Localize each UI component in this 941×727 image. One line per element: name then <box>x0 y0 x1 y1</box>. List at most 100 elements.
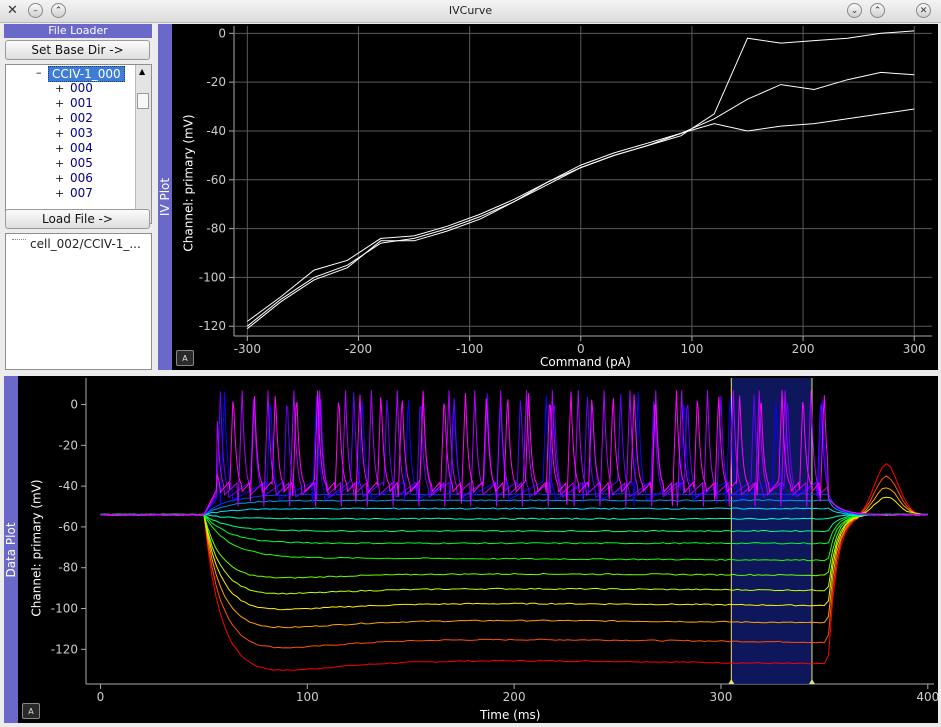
iv-ytick-label: -20 <box>206 75 226 89</box>
data-trace <box>100 513 928 533</box>
data-plot-area[interactable]: 0 -20 -40 -60 -80 -100 -120 0 100 200 300 400 Time … <box>18 376 939 723</box>
tree-item[interactable]: +004 <box>6 141 136 156</box>
tree-item[interactable]: +002 <box>6 111 136 126</box>
tree-scrollbar[interactable]: ▲ ▼ <box>135 65 151 223</box>
iv-xtick-label: 300 <box>903 342 926 356</box>
data-ytick-label: 0 <box>70 398 78 412</box>
data-ytick-label: -20 <box>58 438 78 452</box>
data-ytick-label: -80 <box>58 561 78 575</box>
iv-ytick-label: 0 <box>218 26 226 40</box>
data-plot-tab-label: Data Plot <box>4 521 18 578</box>
iv-plot-tab-label: IV Plot <box>158 177 172 217</box>
expand-icon[interactable]: + <box>55 157 65 170</box>
iv-xtick-label: 100 <box>680 342 703 356</box>
tree-item[interactable]: +005 <box>6 156 136 171</box>
tree-item-label: 003 <box>70 126 93 140</box>
close-icon[interactable]: ✕ <box>916 3 931 18</box>
iv-xtick-label: -200 <box>345 342 372 356</box>
expand-icon[interactable]: + <box>55 112 65 125</box>
tree-item[interactable]: +001 <box>6 96 136 111</box>
set-base-dir-button[interactable]: Set Base Dir -> <box>5 40 150 60</box>
file-loader-panel: File Loader Set Base Dir -> – CCIV-1_000… <box>4 24 152 370</box>
data-xtick-label: 200 <box>503 690 526 704</box>
iv-plot-svg[interactable]: 0 -20 -40 -60 -80 -100 -120 -300 -200 -100 0 100 200… <box>172 24 938 370</box>
expand-icon[interactable]: + <box>55 187 65 200</box>
iv-xtick-label: 200 <box>792 342 815 356</box>
tree-items: – CCIV-1_000 +000 +001 +002 +003 +004 +005 +00… <box>6 65 135 223</box>
data-trace <box>100 513 928 562</box>
iv-xtick-label: 0 <box>577 342 585 356</box>
data-trace <box>100 487 928 629</box>
data-ytick-label: -100 <box>51 602 78 616</box>
tree-item[interactable]: +000 <box>6 81 136 96</box>
expand-icon[interactable]: + <box>55 142 65 155</box>
expand-icon[interactable]: + <box>55 172 65 185</box>
region-marker <box>728 679 735 684</box>
tree-root-item[interactable]: CCIV-1_000 <box>48 66 125 82</box>
expand-icon[interactable]: + <box>55 97 65 110</box>
tree-item[interactable]: +006 <box>6 171 136 186</box>
minimize-icon[interactable]: ⌄ <box>847 3 862 18</box>
tree-item[interactable]: +007 <box>6 186 136 201</box>
iv-series-line <box>246 30 915 330</box>
iv-auto-range-button[interactable]: A <box>176 350 194 366</box>
data-ytick-label: -120 <box>51 642 78 656</box>
data-xtick-label: 400 <box>916 690 938 704</box>
tree-item[interactable]: +003 <box>6 126 136 141</box>
data-trace <box>100 513 928 595</box>
window-titlebar: ✕ – ⌃ IVCurve ⌄ ⌃ ✕ <box>0 0 941 23</box>
tree-item-label: 002 <box>70 111 93 125</box>
data-trace <box>100 513 928 545</box>
iv-ytick-label: -120 <box>199 319 226 333</box>
tree-item-label: 000 <box>70 81 93 95</box>
data-trace <box>100 463 928 672</box>
data-plot-svg[interactable]: 0 -20 -40 -60 -80 -100 -120 0 100 200 300 400 <box>18 376 939 723</box>
window-shade-icon[interactable]: ⌃ <box>51 3 66 18</box>
iv-y-axis-title: Channel: primary (mV) <box>181 114 196 252</box>
file-loader-header: File Loader <box>4 24 152 38</box>
iv-xtick-label: -100 <box>456 342 483 356</box>
data-trace <box>100 513 928 579</box>
data-ytick-label: -60 <box>58 520 78 534</box>
data-xtick-label: 300 <box>710 690 733 704</box>
expand-icon[interactable]: + <box>55 127 65 140</box>
maximize-icon[interactable]: ⌃ <box>870 3 885 18</box>
data-y-axis-title: Channel: primary (mV) <box>29 479 44 617</box>
window-menu-icon[interactable]: – <box>28 3 43 18</box>
data-xtick-label: 0 <box>97 690 105 704</box>
data-trace <box>100 475 928 649</box>
directory-tree[interactable]: – CCIV-1_000 +000 +001 +002 +003 +004 +005 +00… <box>5 64 152 224</box>
app-close-x-icon[interactable]: ✕ <box>7 3 18 18</box>
data-trace <box>100 513 928 520</box>
data-ytick-label: -40 <box>58 479 78 493</box>
loaded-file-list[interactable]: cell_002/CCIV-1_... <box>5 233 152 370</box>
data-trace <box>100 496 928 611</box>
iv-ytick-label: -100 <box>199 270 226 284</box>
iv-series-line <box>247 108 915 322</box>
load-file-button[interactable]: Load File -> <box>5 209 150 229</box>
tree-item-label: 005 <box>70 156 93 170</box>
data-plot-tab[interactable]: Data Plot <box>4 376 18 723</box>
iv-plot-area[interactable]: 0 -20 -40 -60 -80 -100 -120 -300 -200 -100 0 100 200… <box>172 24 938 370</box>
data-trace <box>100 507 928 516</box>
scroll-thumb[interactable] <box>137 93 149 109</box>
iv-xtick-label: -300 <box>234 342 261 356</box>
tree-item-label: 006 <box>70 171 93 185</box>
region-marker <box>808 679 815 684</box>
iv-plot-tab[interactable]: IV Plot <box>158 24 172 370</box>
tree-item-label: 001 <box>70 96 93 110</box>
data-xtick-label: 100 <box>296 690 319 704</box>
iv-ytick-label: -80 <box>206 222 226 236</box>
iv-ytick-label: -60 <box>206 173 226 187</box>
scroll-up-icon[interactable]: ▲ <box>139 67 146 76</box>
data-x-axis-title: Time (ms) <box>480 708 541 722</box>
data-trace <box>100 390 928 516</box>
window-title: IVCurve <box>448 4 493 17</box>
data-auto-range-button[interactable]: A <box>22 703 40 719</box>
tree-item-label: 007 <box>70 186 93 200</box>
tree-branch-line <box>12 239 26 240</box>
loaded-file-item[interactable]: cell_002/CCIV-1_... <box>30 237 141 251</box>
expand-icon[interactable]: + <box>55 82 65 95</box>
collapse-icon[interactable]: – <box>36 66 42 79</box>
tree-item-label: 004 <box>70 141 93 155</box>
